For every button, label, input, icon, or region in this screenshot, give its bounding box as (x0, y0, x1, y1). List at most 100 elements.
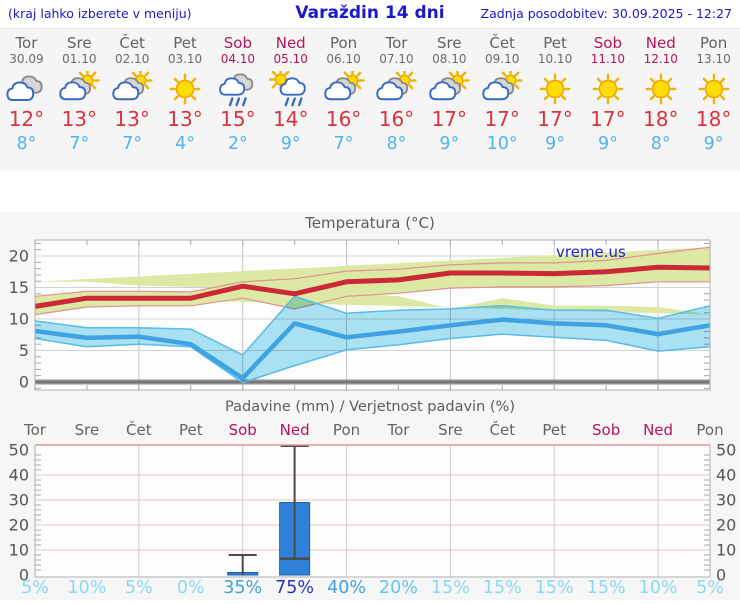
precip-probability-label: 15% (482, 578, 522, 598)
sunny-icon (539, 73, 571, 105)
precip-day-label: Sob (228, 421, 257, 439)
min-temperature: 9° (703, 134, 724, 154)
day-date: 04.10 (220, 52, 256, 66)
svg-text:5: 5 (19, 341, 29, 360)
min-temperature: 8° (16, 134, 37, 154)
precip-day-label: Ned (643, 421, 674, 439)
day-column-sre-08.10[interactable]: Sre 08.10 17° 9° (423, 29, 476, 171)
weather-icon-wrap (53, 68, 106, 107)
svg-text:10: 10 (716, 541, 736, 560)
svg-text:20: 20 (9, 247, 29, 266)
day-column-tor-07.10[interactable]: Tor 07.10 16° 8° (370, 29, 423, 171)
max-temperature: 13° (61, 107, 98, 131)
precip-day-label: Tor (387, 421, 410, 439)
max-temperature: 17° (537, 107, 573, 131)
temperature-chart: 0 5 10 15 20 (0, 232, 740, 402)
day-name: Sob (593, 34, 622, 52)
svg-text:40: 40 (9, 466, 29, 485)
svg-text:40: 40 (716, 466, 736, 485)
partly-sunny-icon (59, 68, 100, 101)
precip-day-label: Sob (592, 421, 621, 439)
svg-text:20: 20 (9, 516, 29, 535)
svg-text:0: 0 (716, 566, 726, 585)
weather-icon-wrap (634, 71, 687, 107)
precip-day-label: Tor (24, 421, 46, 439)
precip-probability-label: 40% (327, 578, 366, 598)
day-name: Sre (66, 34, 92, 52)
precip-probability-label: 5% (124, 578, 153, 598)
day-column-ned-05.10[interactable]: Ned 05.10 14° 9° (264, 29, 317, 171)
weather-icon-wrap (0, 71, 53, 107)
precip-probability-label: 15% (430, 578, 470, 598)
svg-text:30: 30 (9, 491, 29, 510)
day-date: 13.10 (696, 52, 731, 66)
day-column-pon-13.10[interactable]: Pon 13.10 18° 9° (687, 29, 740, 171)
partly-sunny-icon (429, 68, 470, 101)
precip-probability-label: 35% (223, 578, 263, 598)
day-column-sre-01.10[interactable]: Sre 01.10 13° 7° (53, 29, 106, 171)
weather-icon-wrap (370, 68, 423, 107)
day-column-čet-02.10[interactable]: Čet 02.10 13° 7° (106, 29, 159, 171)
day-column-pon-06.10[interactable]: Pon 06.10 16° 7° (317, 29, 370, 171)
max-temperature: 18° (643, 107, 679, 131)
max-temperature: 14° (273, 107, 309, 131)
day-column-sob-04.10[interactable]: Sob 04.10 15° 2° (211, 29, 264, 171)
min-temperature: 9° (597, 134, 618, 154)
precip-probability-label: 20% (379, 578, 418, 598)
max-temperature: 13° (114, 107, 150, 131)
precip-probability-label: 10% (638, 578, 678, 598)
watermark-text: vreme.us (556, 243, 626, 261)
day-column-čet-09.10[interactable]: Čet 09.10 17° 10° (476, 29, 529, 171)
svg-text:0: 0 (19, 373, 29, 392)
max-temperature: 16° (378, 107, 415, 131)
day-name: Ned (275, 34, 306, 52)
day-column-tor-30.09[interactable]: Tor 30.09 12° 8° (0, 29, 53, 171)
precipitation-chart: 0 0 10 10 20 20 30 30 40 40 50 50 (0, 440, 740, 604)
min-temperature: 7° (69, 134, 90, 154)
max-temperature: 12° (8, 107, 45, 131)
precip-probability-label: 15% (586, 578, 626, 598)
min-temperature: 8° (650, 134, 671, 154)
precipitation-chart-title: Padavine (mm) / Verjetnost padavin (%) (225, 399, 515, 415)
precip-day-label: Sre (74, 421, 100, 439)
day-column-pet-10.10[interactable]: Pet 10.10 17° 9° (529, 29, 582, 171)
day-name: Pon (700, 34, 728, 52)
day-column-sob-11.10[interactable]: Sob 11.10 17° 9° (581, 29, 634, 171)
precip-day-label: Pet (542, 421, 567, 439)
precip-day-label: Čet (126, 421, 152, 439)
min-temperature: 4° (175, 134, 195, 154)
partly-sunny-icon (376, 68, 418, 101)
max-temperature: 18° (695, 107, 732, 131)
day-date: 03.10 (167, 52, 203, 66)
day-date: 09.10 (484, 52, 520, 66)
day-name: Čet (489, 34, 515, 52)
precip-day-label: Ned (279, 421, 310, 439)
day-date: 07.10 (379, 52, 414, 66)
forecast-strip: Tor 30.09 12° 8° Sre 01.10 13° 7° Čet 02.10 13° 7° P… (0, 28, 740, 171)
day-date: 01.10 (62, 52, 97, 66)
max-temperature: 17° (484, 107, 520, 131)
day-date: 11.10 (590, 52, 626, 66)
min-temperature: 9° (280, 134, 301, 154)
day-name: Pet (543, 34, 567, 52)
precip-probability-label: 15% (534, 578, 574, 598)
day-name: Čet (119, 34, 145, 52)
precip-day-label: Čet (489, 421, 516, 439)
min-temperature: 10° (486, 134, 518, 154)
svg-text:50: 50 (9, 441, 29, 460)
sunny-icon (645, 73, 677, 105)
precip-day-label: Pet (178, 421, 203, 439)
day-column-pet-03.10[interactable]: Pet 03.10 13° 4° (159, 29, 212, 171)
svg-text:0: 0 (19, 566, 29, 585)
day-date: 10.10 (537, 52, 573, 66)
day-column-ned-12.10[interactable]: Ned 12.10 18° 8° (634, 29, 687, 171)
min-temperature: 9° (545, 134, 565, 154)
temperature-chart-title: Temperatura (°C) (305, 214, 435, 232)
day-name: Pon (329, 34, 358, 52)
day-name: Tor (15, 34, 38, 52)
svg-text:15: 15 (9, 278, 29, 297)
svg-text:10: 10 (9, 541, 29, 560)
max-temperature: 13° (167, 107, 203, 131)
partly-sunny-icon (112, 68, 153, 101)
day-name: Ned (645, 34, 676, 52)
